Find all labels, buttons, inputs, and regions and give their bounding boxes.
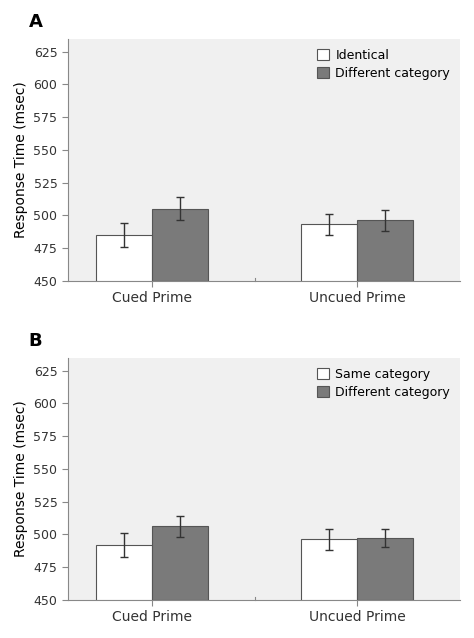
Bar: [357, 221, 413, 281]
Bar: [152, 209, 208, 281]
Bar: [96, 545, 152, 600]
Bar: [301, 540, 357, 600]
Legend: Identical, Different category: Identical, Different category: [313, 45, 454, 84]
Bar: [357, 538, 413, 600]
Bar: [301, 225, 357, 281]
Y-axis label: Response Time (msec): Response Time (msec): [14, 400, 28, 557]
Y-axis label: Response Time (msec): Response Time (msec): [14, 81, 28, 238]
Bar: [96, 235, 152, 281]
Legend: Same category, Different category: Same category, Different category: [313, 364, 454, 403]
Text: B: B: [28, 332, 42, 350]
Bar: [152, 526, 208, 600]
Text: A: A: [28, 13, 43, 31]
